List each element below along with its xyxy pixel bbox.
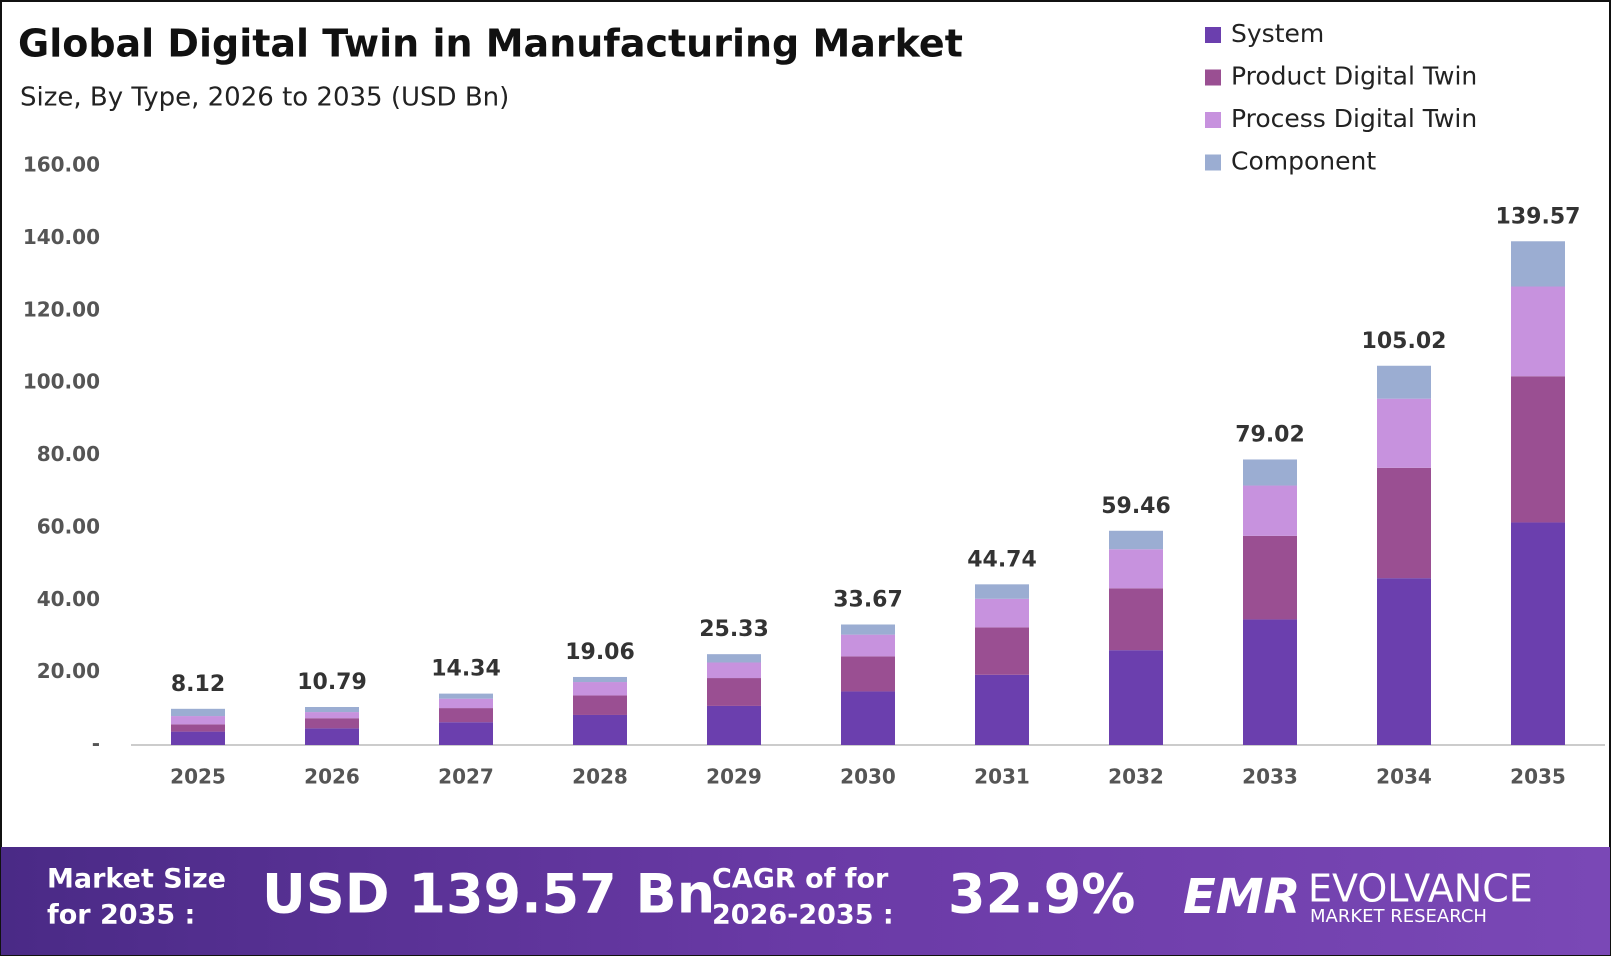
y-tick-label: 100.00: [23, 370, 100, 394]
x-tick-label: 2033: [1242, 765, 1298, 789]
bar-segment: [171, 716, 225, 725]
bar-segment: [573, 714, 627, 745]
y-tick-label: 60.00: [37, 514, 100, 538]
bar-segment: [171, 724, 225, 732]
bar-segment: [975, 674, 1029, 745]
legend-swatch: [1205, 154, 1221, 171]
y-tick-label: 40.00: [37, 587, 100, 611]
bar-segment: [1511, 286, 1565, 377]
bar-segment: [1243, 459, 1297, 486]
footer-band: [1, 847, 1610, 955]
bar-segment: [1377, 578, 1431, 745]
total-label: 79.02: [1235, 422, 1305, 447]
bar-segment: [171, 731, 225, 745]
bar-segment: [841, 656, 895, 692]
chart-subtitle: Size, By Type, 2026 to 2035 (USD Bn): [20, 83, 509, 113]
bar-segment: [171, 708, 225, 717]
bar-segment: [1109, 650, 1163, 745]
bar-segment: [707, 662, 761, 679]
footer-value: USD 139.57 Bn: [262, 863, 715, 926]
bar-segment: [1511, 241, 1565, 287]
x-tick-label: 2028: [572, 765, 628, 789]
legend-swatch: [1205, 69, 1221, 86]
bar-segment: [1377, 365, 1431, 399]
y-tick-label: 80.00: [37, 442, 100, 466]
total-label: 44.74: [967, 547, 1037, 572]
legend-swatch: [1205, 27, 1221, 43]
footer-label: CAGR of for: [712, 864, 889, 895]
y-tick-label: 120.00: [23, 297, 100, 321]
logo-mark: EMR: [1183, 869, 1301, 925]
x-tick-label: 2034: [1376, 765, 1432, 789]
bar-segment: [439, 722, 493, 745]
bar-segment: [707, 705, 761, 745]
bar-segment: [1109, 588, 1163, 651]
bar-segment: [707, 678, 761, 706]
bar-segment: [1377, 467, 1431, 579]
x-tick-label: 2026: [304, 765, 360, 789]
y-tick-label: 140.00: [23, 225, 100, 249]
x-tick-label: 2032: [1108, 765, 1164, 789]
bar-segment: [1109, 530, 1163, 550]
bar-segment: [439, 708, 493, 723]
bar-segment: [975, 598, 1029, 628]
bar-segment: [1511, 522, 1565, 745]
bar-segment: [305, 718, 359, 729]
bar-segment: [841, 634, 895, 657]
bar-segment: [305, 707, 359, 713]
footer-value: 32.9%: [948, 863, 1135, 926]
total-label: 19.06: [565, 640, 635, 665]
logo-tagline: MARKET RESEARCH: [1310, 906, 1487, 927]
bar-segment: [439, 693, 493, 699]
legend-label: Process Digital Twin: [1231, 104, 1477, 133]
x-tick-label: 2027: [438, 765, 494, 789]
footer-label: 2026-2035 :: [712, 900, 894, 931]
legend-label: System: [1231, 19, 1324, 48]
total-label: 59.46: [1101, 494, 1171, 519]
bar-segment: [1511, 376, 1565, 523]
bar-segment: [975, 584, 1029, 599]
total-label: 33.67: [833, 587, 903, 612]
x-tick-label: 2030: [840, 765, 896, 789]
y-tick-label: 20.00: [37, 659, 100, 683]
x-tick-label: 2025: [170, 765, 226, 789]
bar-segment: [439, 698, 493, 709]
x-tick-label: 2035: [1510, 765, 1566, 789]
bar-segment: [573, 695, 627, 715]
bar-segment: [841, 691, 895, 745]
bar-segment: [305, 728, 359, 745]
total-label: 10.79: [297, 670, 367, 695]
logo-name: EVOLVANCE: [1308, 867, 1533, 911]
bar-segment: [707, 654, 761, 663]
bar-segment: [305, 712, 359, 719]
x-tick-label: 2029: [706, 765, 762, 789]
chart-title: Global Digital Twin in Manufacturing Mar…: [18, 22, 963, 66]
legend-swatch: [1205, 112, 1221, 128]
bar-segment: [1109, 549, 1163, 589]
bar-segment: [975, 627, 1029, 675]
bar-segment: [1377, 398, 1431, 468]
total-label: 139.57: [1496, 204, 1581, 229]
footer-label: Market Size: [47, 864, 226, 895]
legend-label: Product Digital Twin: [1231, 62, 1477, 91]
footer: Market Size for 2035 : USD 139.57 Bn CAG…: [47, 863, 1533, 931]
x-tick-label: 2031: [974, 765, 1030, 789]
bar-segment: [1243, 535, 1297, 620]
bar-segment: [841, 624, 895, 635]
total-label: 25.33: [699, 617, 769, 642]
bar-segment: [573, 676, 627, 683]
bar-segment: [1243, 619, 1297, 745]
y-tick-label: -: [92, 732, 100, 756]
total-label: 14.34: [431, 657, 501, 682]
y-tick-label: 160.00: [23, 153, 100, 177]
bar-segment: [1243, 485, 1297, 536]
total-label: 105.02: [1362, 329, 1447, 354]
footer-label: for 2035 :: [47, 900, 195, 931]
total-label: 8.12: [171, 672, 225, 697]
bar-segment: [573, 682, 627, 696]
legend-label: Component: [1231, 147, 1376, 176]
